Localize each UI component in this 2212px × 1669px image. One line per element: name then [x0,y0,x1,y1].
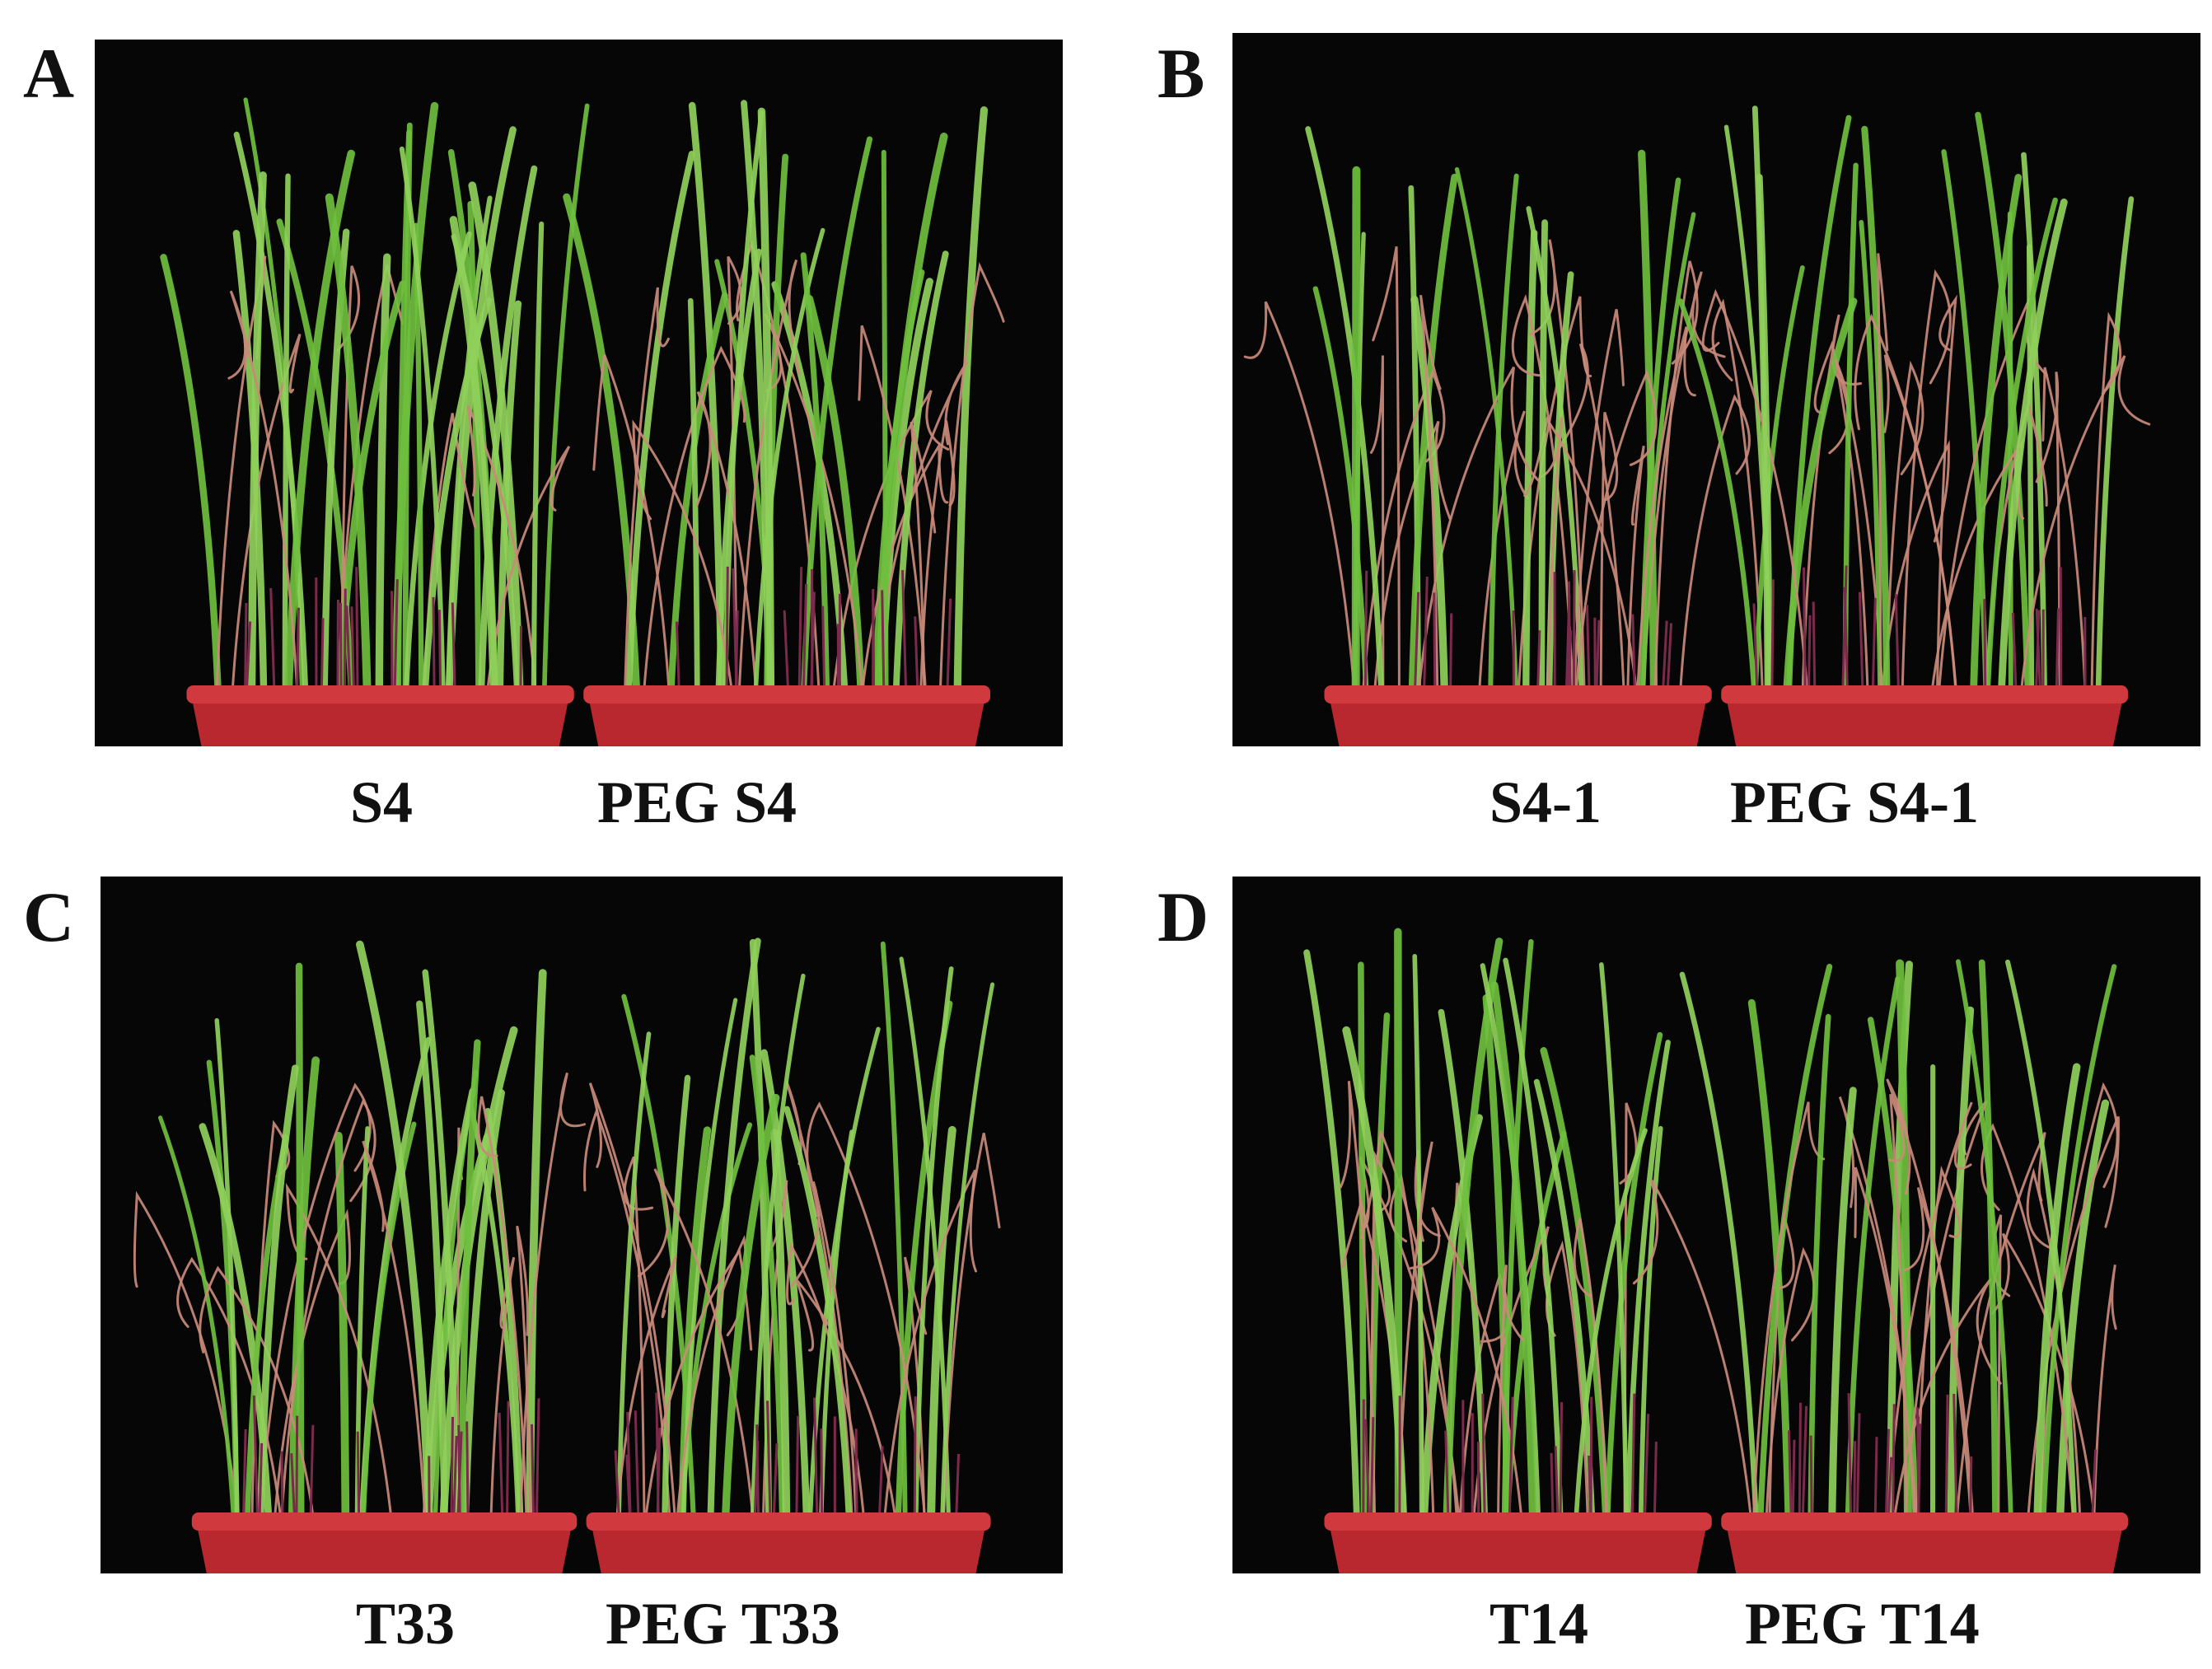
caption-b-control: S4-1 [1489,769,1602,835]
caption-d-peg: PEG T14 [1745,1591,1980,1657]
caption-a-control: S4 [350,769,414,835]
plants-illustration-b [1243,105,2151,746]
plants-illustration-d [1303,928,2128,1573]
caption-c-control: T33 [356,1591,456,1657]
photo-panel-c [101,877,1063,1573]
panel-letter-a: A [23,34,75,113]
panel-letter-b: B [1157,34,1205,113]
photo-panel-b [1232,33,2200,746]
photo-panel-d [1232,877,2200,1573]
caption-a-peg: PEG S4 [597,769,797,835]
plants-illustration-a [160,97,1005,746]
caption-b-peg: PEG S4-1 [1730,769,1980,835]
photo-panel-a [95,40,1063,746]
plants-illustration-c [133,937,1001,1573]
panel-letter-c: C [23,877,75,956]
caption-c-peg: PEG T33 [606,1591,840,1657]
panel-letter-d: D [1157,877,1209,956]
caption-d-control: T14 [1489,1591,1589,1657]
